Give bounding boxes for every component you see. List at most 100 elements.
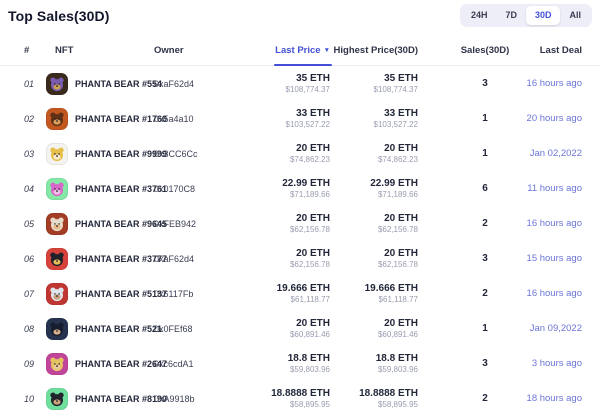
bear-icon <box>50 287 64 301</box>
last-price-eth: 35 ETH <box>296 73 330 84</box>
nft-name: PHANTA BEAR #3777 <box>75 253 168 264</box>
filter-button-24h[interactable]: 24H <box>462 6 497 25</box>
last-price-usd: $71,189.66 <box>289 190 330 199</box>
highest-price-usd: $108,774.37 <box>373 85 419 94</box>
column-header-rank: # <box>24 45 30 56</box>
highest-price-eth: 22.99 ETH <box>370 178 418 189</box>
highest-price-usd: $60,891.46 <box>377 330 418 339</box>
highest-price-cell: 18.8888 ETH $58,895.95 <box>330 388 418 409</box>
highest-price-eth: 18.8888 ETH <box>359 388 418 399</box>
sales-count: 3 <box>482 358 488 369</box>
highest-price-cell: 18.8 ETH $59,803.96 <box>330 353 418 374</box>
table-row[interactable]: 06 PHANTA BEAR #3777 0xaF62d4 20 ETH $62… <box>0 241 600 276</box>
table-body: 01 PHANTA BEAR #554 0xaF62d4 35 ETH $108… <box>0 66 600 416</box>
last-deal-link[interactable]: Jan 02,2022 <box>529 148 582 159</box>
nft-avatar <box>46 282 68 305</box>
filter-button-30d[interactable]: 30D <box>525 6 561 25</box>
last-deal-link[interactable]: 16 hours ago <box>526 218 582 229</box>
last-price-cell: 20 ETH $74,862.23 <box>234 143 330 164</box>
last-price-eth: 20 ETH <box>296 318 330 329</box>
nft-avatar <box>46 387 68 410</box>
last-deal-link[interactable]: 11 hours ago <box>527 183 582 194</box>
last-price-cell: 19.666 ETH $61,118.77 <box>234 283 330 304</box>
nft-cell: PHANTA BEAR #9645 <box>46 212 167 235</box>
sales-count: 6 <box>482 183 488 194</box>
nft-avatar <box>46 212 68 235</box>
bear-icon <box>50 252 64 266</box>
last-deal-link[interactable]: 20 hours ago <box>526 113 582 124</box>
column-header-sales[interactable]: Sales(30D) <box>460 45 510 56</box>
last-price-usd: $74,862.23 <box>289 155 330 164</box>
table-row[interactable]: 04 PHANTA BEAR #3761 0x0170C8 22.99 ETH … <box>0 171 600 206</box>
last-deal-link[interactable]: 15 hours ago <box>526 253 582 264</box>
last-price-eth: 22.99 ETH <box>282 178 330 189</box>
highest-price-eth: 35 ETH <box>384 73 418 84</box>
last-price-usd: $58,895.95 <box>289 400 330 409</box>
highest-price-eth: 20 ETH <box>384 248 418 259</box>
last-price-eth: 20 ETH <box>296 213 330 224</box>
filter-button-7d[interactable]: 7D <box>496 6 526 25</box>
rank-number: 07 <box>24 288 35 299</box>
nft-avatar <box>46 177 68 200</box>
last-price-cell: 18.8888 ETH $58,895.95 <box>234 388 330 409</box>
nft-name: PHANTA BEAR #8190 <box>75 393 168 404</box>
highest-price-usd: $59,803.96 <box>377 365 418 374</box>
rank-number: 09 <box>24 358 35 369</box>
table-row[interactable]: 08 PHANTA BEAR #521 0x0FEf68 20 ETH $60,… <box>0 311 600 346</box>
last-price-eth: 18.8888 ETH <box>271 388 330 399</box>
last-price-eth: 18.8 ETH <box>287 353 330 364</box>
nft-cell: PHANTA BEAR #5137 <box>46 282 167 305</box>
table-row[interactable]: 03 PHANTA BEAR #9999 0x3CC6Cc 20 ETH $74… <box>0 136 600 171</box>
table-row[interactable]: 10 PHANTA BEAR #8190 0xA9918b 18.8888 ET… <box>0 381 600 416</box>
last-price-usd: $59,803.96 <box>289 365 330 374</box>
nft-avatar <box>46 247 68 270</box>
rank-number: 04 <box>24 183 35 194</box>
table-row[interactable]: 09 PHANTA BEAR #2647 0xc6cdA1 18.8 ETH $… <box>0 346 600 381</box>
nft-cell: PHANTA BEAR #554 <box>46 72 162 95</box>
table-row[interactable]: 05 PHANTA BEAR #9645 0xFEB942 20 ETH $62… <box>0 206 600 241</box>
column-header-last-deal[interactable]: Last Deal <box>539 45 582 56</box>
last-deal-link[interactable]: 16 hours ago <box>526 288 582 299</box>
highest-price-usd: $61,118.77 <box>378 295 418 304</box>
last-price-usd: $108,774.37 <box>285 85 331 94</box>
last-deal-link[interactable]: 3 hours ago <box>531 358 582 369</box>
sales-count: 1 <box>482 113 488 124</box>
filter-button-all[interactable]: All <box>560 6 590 25</box>
bear-icon <box>50 147 64 161</box>
sales-count: 3 <box>482 78 488 89</box>
owner-address: 0x6117Fb <box>154 288 194 299</box>
last-price-cell: 35 ETH $108,774.37 <box>234 73 331 94</box>
column-header-last-price[interactable]: Last Price ▼ <box>234 36 330 65</box>
highest-price-eth: 33 ETH <box>384 108 418 119</box>
highest-price-eth: 20 ETH <box>384 143 418 154</box>
last-price-eth: 33 ETH <box>296 108 330 119</box>
owner-address: 0xFEB942 <box>154 218 197 229</box>
last-deal-link[interactable]: 16 hours ago <box>526 78 582 89</box>
last-deal-link[interactable]: 18 hours ago <box>526 393 582 404</box>
table-header: # NFT Owner Last Price ▼ Highest Price(3… <box>0 36 600 66</box>
nft-avatar <box>46 107 68 130</box>
page-title: Top Sales(30D) <box>8 8 110 24</box>
table-row[interactable]: 02 PHANTA BEAR #1760 0x5a4a10 33 ETH $10… <box>0 101 600 136</box>
sales-count: 3 <box>482 253 488 264</box>
sales-count: 2 <box>482 218 488 229</box>
table-row[interactable]: 07 PHANTA BEAR #5137 0x6117Fb 19.666 ETH… <box>0 276 600 311</box>
column-header-nft: NFT <box>55 45 74 56</box>
column-header-last-price-label: Last Price <box>275 45 321 56</box>
nft-cell: PHANTA BEAR #3761 <box>46 177 167 200</box>
highest-price-eth: 18.8 ETH <box>375 353 418 364</box>
rank-number: 02 <box>24 113 35 124</box>
nft-name: PHANTA BEAR #521 <box>75 323 163 334</box>
nft-avatar <box>46 72 68 95</box>
sales-count: 1 <box>482 148 488 159</box>
owner-address: 0xc6cdA1 <box>154 358 194 369</box>
nft-cell: PHANTA BEAR #1760 <box>46 107 167 130</box>
highest-price-cell: 20 ETH $62,156.78 <box>330 213 418 234</box>
nft-name: PHANTA BEAR #1760 <box>75 113 168 124</box>
column-header-highest-price[interactable]: Highest Price(30D) <box>333 45 418 56</box>
rank-number: 06 <box>24 253 35 264</box>
table-row[interactable]: 01 PHANTA BEAR #554 0xaF62d4 35 ETH $108… <box>0 66 600 101</box>
nft-avatar <box>46 317 68 340</box>
last-deal-link[interactable]: Jan 09,2022 <box>529 323 582 334</box>
highest-price-usd: $62,156.78 <box>377 260 418 269</box>
